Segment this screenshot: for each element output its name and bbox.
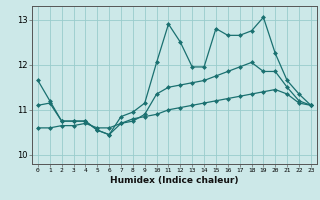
X-axis label: Humidex (Indice chaleur): Humidex (Indice chaleur) bbox=[110, 176, 239, 185]
